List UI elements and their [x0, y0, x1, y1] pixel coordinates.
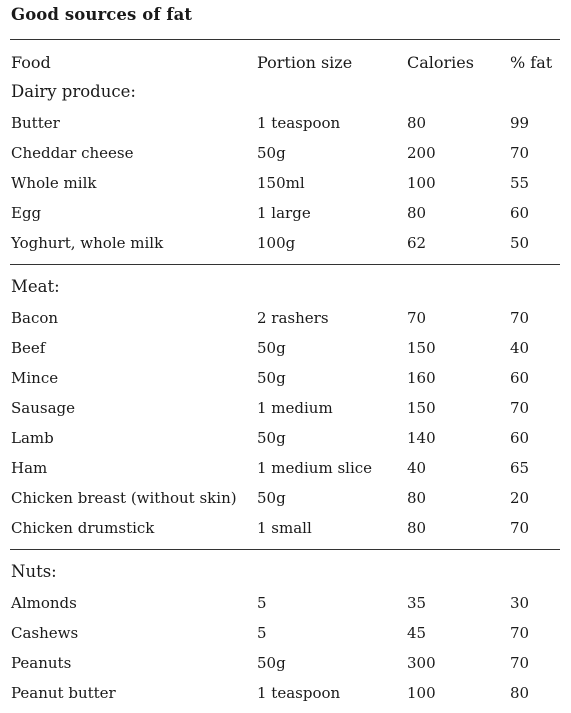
cell-food: Sausage — [11, 399, 75, 417]
cell-portion: 1 teaspoon — [257, 684, 341, 702]
cell-portion: 150ml — [257, 174, 305, 192]
cell-food: Whole milk — [11, 174, 97, 192]
cell-calories: 160 — [407, 369, 436, 387]
table-row: Sausage 1 medium 150 70 — [0, 399, 571, 425]
cell-fat: 99 — [510, 114, 530, 132]
cell-fat: 55 — [510, 174, 530, 192]
section-label: Dairy produce: — [11, 82, 136, 101]
cell-calories: 150 — [407, 339, 436, 357]
cell-fat: 60 — [510, 429, 530, 447]
cell-calories: 80 — [407, 204, 427, 222]
cell-food: Yoghurt, whole milk — [11, 234, 164, 252]
cell-portion: 50g — [257, 654, 286, 672]
cell-portion: 50g — [257, 489, 286, 507]
cell-portion: 1 small — [257, 519, 312, 537]
table-row: Mince 50g 160 60 — [0, 369, 571, 395]
table-row: Lamb 50g 140 60 — [0, 429, 571, 455]
top-divider — [10, 39, 560, 40]
cell-food: Butter — [11, 114, 60, 132]
cell-fat: 80 — [510, 684, 530, 702]
table-header: Food Portion size Calories % fat — [0, 53, 571, 79]
table-row: Whole milk 150ml 100 55 — [0, 174, 571, 200]
cell-food: Chicken breast (without skin) — [11, 489, 237, 507]
cell-food: Peanut butter — [11, 684, 116, 702]
table-row: Butter 1 teaspoon 80 99 — [0, 114, 571, 140]
cell-portion: 1 teaspoon — [257, 114, 341, 132]
cell-calories: 62 — [407, 234, 427, 252]
column-header-portion: Portion size — [257, 53, 353, 72]
cell-fat: 65 — [510, 459, 530, 477]
cell-portion: 50g — [257, 339, 286, 357]
cell-calories: 100 — [407, 684, 436, 702]
cell-food: Lamb — [11, 429, 54, 447]
cell-calories: 40 — [407, 459, 427, 477]
section-label: Nuts: — [11, 562, 57, 581]
cell-calories: 80 — [407, 489, 427, 507]
cell-calories: 45 — [407, 624, 427, 642]
cell-fat: 60 — [510, 369, 530, 387]
cell-portion: 50g — [257, 144, 286, 162]
cell-portion: 5 — [257, 624, 267, 642]
cell-fat: 70 — [510, 309, 530, 327]
cell-fat: 60 — [510, 204, 530, 222]
cell-food: Cashews — [11, 624, 79, 642]
section-label: Meat: — [11, 277, 60, 296]
cell-food: Chicken drumstick — [11, 519, 155, 537]
cell-calories: 300 — [407, 654, 436, 672]
cell-portion: 100g — [257, 234, 296, 252]
table-row: Cheddar cheese 50g 200 70 — [0, 144, 571, 170]
cell-food: Egg — [11, 204, 42, 222]
cell-fat: 40 — [510, 339, 530, 357]
cell-portion: 1 medium — [257, 399, 333, 417]
cell-calories: 140 — [407, 429, 436, 447]
cell-food: Bacon — [11, 309, 59, 327]
table-row: Peanuts 50g 300 70 — [0, 654, 571, 680]
column-header-calories: Calories — [407, 53, 474, 72]
table-row: Peanut butter 1 teaspoon 100 80 — [0, 684, 571, 710]
cell-food: Ham — [11, 459, 48, 477]
cell-portion: 50g — [257, 369, 286, 387]
cell-food: Beef — [11, 339, 46, 357]
column-header-food: Food — [11, 53, 51, 72]
cell-fat: 20 — [510, 489, 530, 507]
section-divider — [10, 549, 560, 550]
cell-calories: 80 — [407, 114, 427, 132]
table-row: Chicken drumstick 1 small 80 70 — [0, 519, 571, 545]
table-row: Bacon 2 rashers 70 70 — [0, 309, 571, 335]
cell-calories: 80 — [407, 519, 427, 537]
cell-fat: 70 — [510, 654, 530, 672]
table-row: Chicken breast (without skin) 50g 80 20 — [0, 489, 571, 515]
section-divider — [10, 264, 560, 265]
column-header-fat: % fat — [510, 53, 553, 72]
cell-fat: 70 — [510, 519, 530, 537]
cell-calories: 200 — [407, 144, 436, 162]
cell-food: Almonds — [11, 594, 77, 612]
cell-food: Cheddar cheese — [11, 144, 134, 162]
table-row: Egg 1 large 80 60 — [0, 204, 571, 230]
cell-calories: 35 — [407, 594, 427, 612]
cell-calories: 70 — [407, 309, 427, 327]
cell-portion: 5 — [257, 594, 267, 612]
cell-food: Mince — [11, 369, 59, 387]
cell-fat: 50 — [510, 234, 530, 252]
cell-portion: 2 rashers — [257, 309, 329, 327]
cell-portion: 1 large — [257, 204, 311, 222]
cell-fat: 30 — [510, 594, 530, 612]
cell-calories: 100 — [407, 174, 436, 192]
cell-fat: 70 — [510, 399, 530, 417]
cell-fat: 70 — [510, 624, 530, 642]
cell-portion: 1 medium slice — [257, 459, 373, 477]
page-title: Good sources of fat — [11, 5, 193, 24]
cell-portion: 50g — [257, 429, 286, 447]
cell-calories: 150 — [407, 399, 436, 417]
table-row: Yoghurt, whole milk 100g 62 50 — [0, 234, 571, 260]
table-row: Almonds 5 35 30 — [0, 594, 571, 620]
cell-fat: 70 — [510, 144, 530, 162]
cell-food: Peanuts — [11, 654, 72, 672]
table-row: Ham 1 medium slice 40 65 — [0, 459, 571, 485]
table-row: Cashews 5 45 70 — [0, 624, 571, 650]
table-row: Beef 50g 150 40 — [0, 339, 571, 365]
